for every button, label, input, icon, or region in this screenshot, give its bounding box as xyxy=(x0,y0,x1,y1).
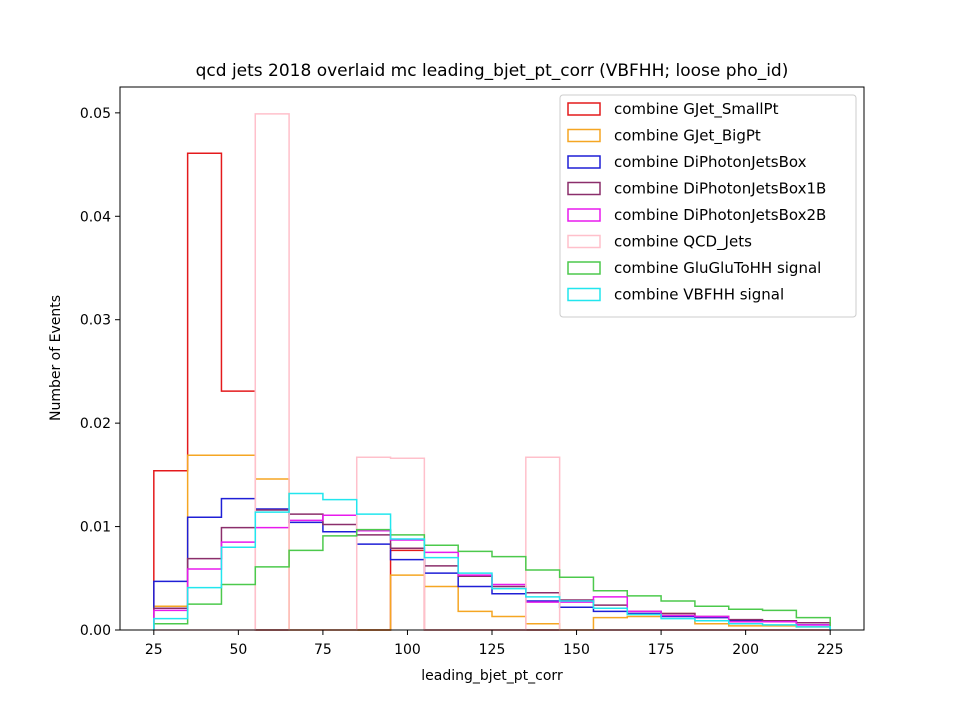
series-6-line xyxy=(153,528,831,630)
legend-swatch xyxy=(567,128,601,143)
y-tick-label: 0.04 xyxy=(80,209,111,225)
y-tick-label: 0.03 xyxy=(80,313,111,329)
x-axis: 25 50 75 100 125 150 175 200 225 xyxy=(145,630,844,658)
legend-swatch xyxy=(567,102,601,116)
x-tick-label: 200 xyxy=(732,642,759,658)
chart-title: qcd jets 2018 overlaid mc leading_bjet_p… xyxy=(196,61,789,81)
legend-entry-label: combine GJet_BigPt xyxy=(614,127,761,146)
y-tick-label: 0.02 xyxy=(80,416,111,432)
series-7-line xyxy=(153,492,831,630)
y-tick-label: 0.00 xyxy=(80,623,111,639)
series-1-line xyxy=(153,454,831,631)
y-axis: 0.00 0.01 0.02 0.03 0.04 0.05 xyxy=(80,106,120,639)
x-tick-label: 225 xyxy=(817,642,844,658)
legend-swatch xyxy=(567,234,601,249)
x-tick-label: 75 xyxy=(314,642,332,658)
legend-entry-label: combine VBFHH signal xyxy=(614,286,784,304)
legend-entry-label: combine DiPhotonJetsBox xyxy=(614,153,807,171)
legend-entry-label: combine DiPhotonJetsBox2B xyxy=(614,206,826,224)
x-tick-label: 150 xyxy=(563,642,590,658)
y-tick-label: 0.05 xyxy=(80,106,111,122)
x-axis-label: leading_bjet_pt_corr xyxy=(421,668,563,684)
legend-frame xyxy=(559,94,857,318)
x-tick-label: 50 xyxy=(229,642,247,658)
legend-entry-label: combine GluGluToHH signal xyxy=(614,259,821,277)
x-tick-label: 175 xyxy=(648,642,675,658)
x-tick-label: 100 xyxy=(394,642,421,658)
legend-swatch xyxy=(567,287,601,302)
legend-swatch xyxy=(567,208,601,222)
legend-entry-label: combine GJet_SmallPt xyxy=(614,100,779,119)
y-axis-label: Number of Events xyxy=(48,295,64,421)
y-tick-label: 0.01 xyxy=(80,520,111,536)
x-tick-label: 25 xyxy=(145,642,163,658)
legend-swatch xyxy=(567,181,601,196)
legend-entry-label: combine QCD_Jets xyxy=(614,233,752,252)
legend-entry-label: combine DiPhotonJetsBox1B xyxy=(614,180,826,198)
legend-swatch xyxy=(567,261,601,275)
x-tick-label: 125 xyxy=(479,642,506,658)
legend-swatch xyxy=(567,155,601,169)
